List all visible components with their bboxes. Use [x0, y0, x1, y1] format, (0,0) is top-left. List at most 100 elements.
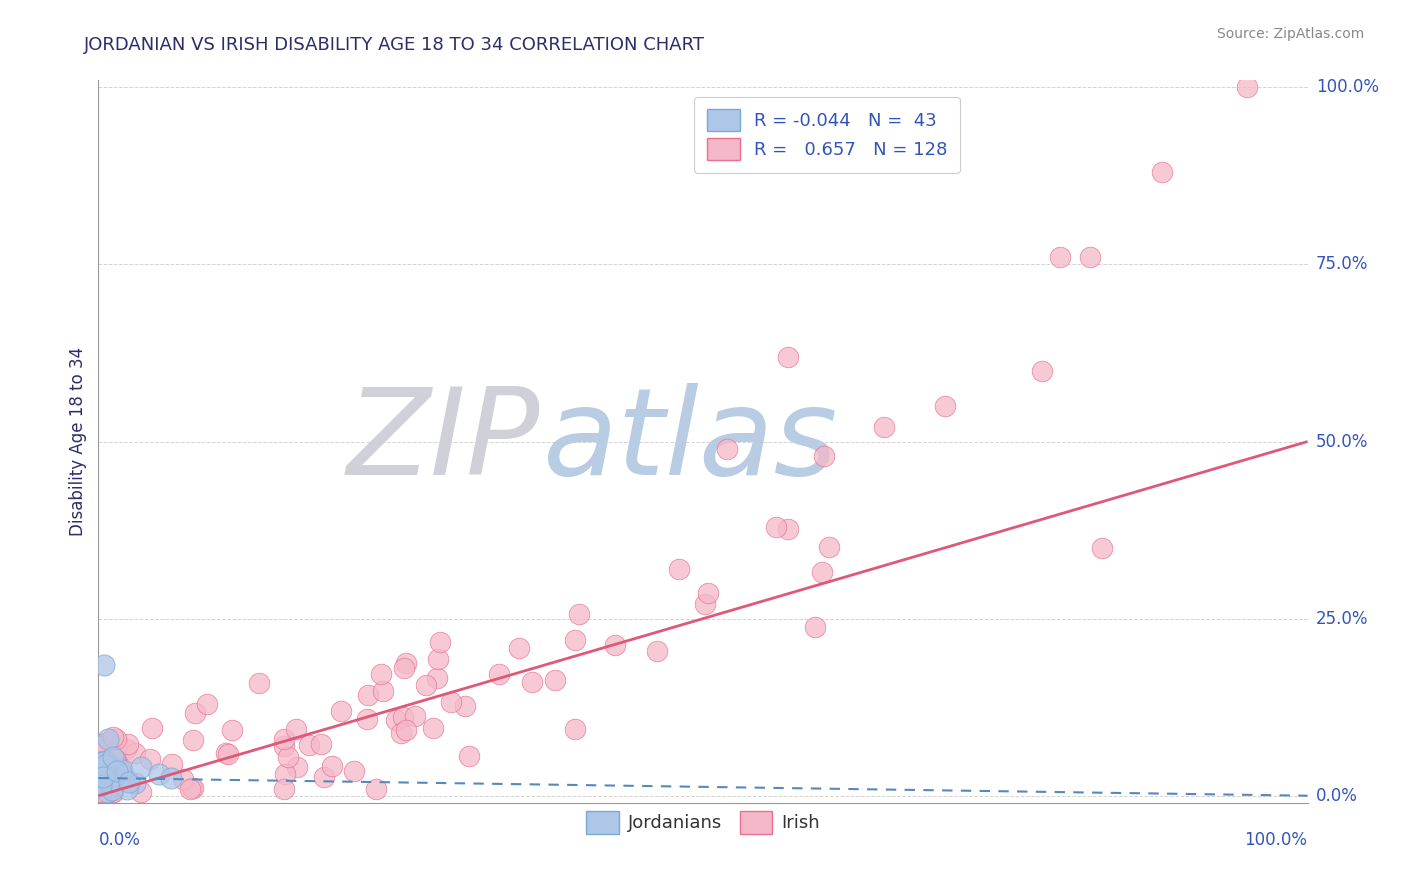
Point	[101, 783, 124, 797]
Point	[89, 764, 111, 779]
Point	[813, 449, 835, 463]
Text: 0.0%: 0.0%	[98, 830, 141, 848]
Point	[184, 706, 207, 721]
Point	[103, 730, 125, 744]
Point	[803, 619, 825, 633]
Point	[101, 761, 124, 775]
Point	[668, 562, 690, 576]
Point	[89, 777, 111, 791]
Point	[89, 772, 111, 786]
Point	[94, 768, 117, 782]
Point	[247, 676, 270, 690]
Point	[104, 732, 127, 747]
Point	[111, 772, 134, 786]
Point	[93, 758, 115, 772]
Point	[103, 765, 125, 780]
Point	[1091, 541, 1114, 555]
Point	[91, 768, 114, 782]
Point	[329, 704, 352, 718]
Point	[91, 756, 114, 771]
Point	[98, 778, 121, 792]
Point	[117, 737, 139, 751]
Point	[284, 722, 307, 736]
Text: 100.0%: 100.0%	[1244, 830, 1308, 848]
Point	[89, 762, 111, 776]
Point	[97, 785, 120, 799]
Point	[818, 540, 841, 554]
Text: 75.0%: 75.0%	[1316, 255, 1368, 274]
Point	[94, 736, 117, 750]
Point	[395, 723, 418, 737]
Point	[321, 759, 343, 773]
Point	[97, 739, 120, 753]
Point	[90, 785, 112, 799]
Point	[141, 722, 163, 736]
Point	[139, 751, 162, 765]
Point	[356, 713, 378, 727]
Point	[93, 765, 115, 780]
Point	[93, 764, 115, 779]
Point	[89, 741, 111, 756]
Text: atlas: atlas	[543, 383, 839, 500]
Point	[90, 738, 112, 752]
Point	[1078, 251, 1101, 265]
Point	[124, 746, 146, 760]
Point	[98, 762, 121, 776]
Point	[370, 667, 392, 681]
Point	[98, 748, 121, 763]
Point	[89, 758, 111, 772]
Point	[160, 757, 183, 772]
Point	[129, 785, 152, 799]
Point	[179, 781, 201, 796]
Point	[98, 775, 121, 789]
Point	[90, 747, 112, 762]
Point	[124, 776, 146, 790]
Point	[94, 785, 117, 799]
Point	[94, 771, 117, 785]
Point	[342, 764, 364, 778]
Legend: Jordanians, Irish: Jordanians, Irish	[579, 805, 827, 841]
Point	[105, 757, 128, 772]
Point	[103, 772, 125, 786]
Point	[364, 781, 387, 796]
Point	[90, 739, 112, 754]
Point	[91, 755, 114, 769]
Point	[94, 785, 117, 799]
Point	[716, 442, 738, 456]
Point	[90, 772, 112, 786]
Point	[934, 399, 956, 413]
Point	[89, 773, 111, 788]
Point	[312, 770, 335, 784]
Point	[93, 657, 115, 672]
Point	[564, 633, 586, 648]
Point	[112, 768, 135, 782]
Point	[392, 661, 415, 675]
Point	[564, 722, 586, 736]
Point	[129, 760, 152, 774]
Point	[111, 768, 134, 782]
Point	[426, 671, 449, 685]
Point	[778, 522, 800, 536]
Point	[94, 775, 117, 789]
Point	[148, 767, 170, 781]
Point	[181, 732, 204, 747]
Point	[520, 674, 543, 689]
Point	[89, 785, 111, 799]
Point	[693, 597, 716, 611]
Point	[89, 781, 111, 796]
Point	[105, 764, 128, 778]
Text: 50.0%: 50.0%	[1316, 433, 1368, 450]
Point	[93, 775, 115, 789]
Point	[172, 772, 194, 786]
Point	[221, 723, 243, 737]
Point	[89, 785, 111, 799]
Point	[645, 643, 668, 657]
Point	[454, 698, 477, 713]
Point	[1031, 364, 1053, 378]
Point	[94, 764, 117, 778]
Point	[91, 770, 114, 784]
Point	[273, 739, 295, 753]
Point	[311, 737, 333, 751]
Point	[93, 762, 115, 776]
Point	[108, 761, 131, 775]
